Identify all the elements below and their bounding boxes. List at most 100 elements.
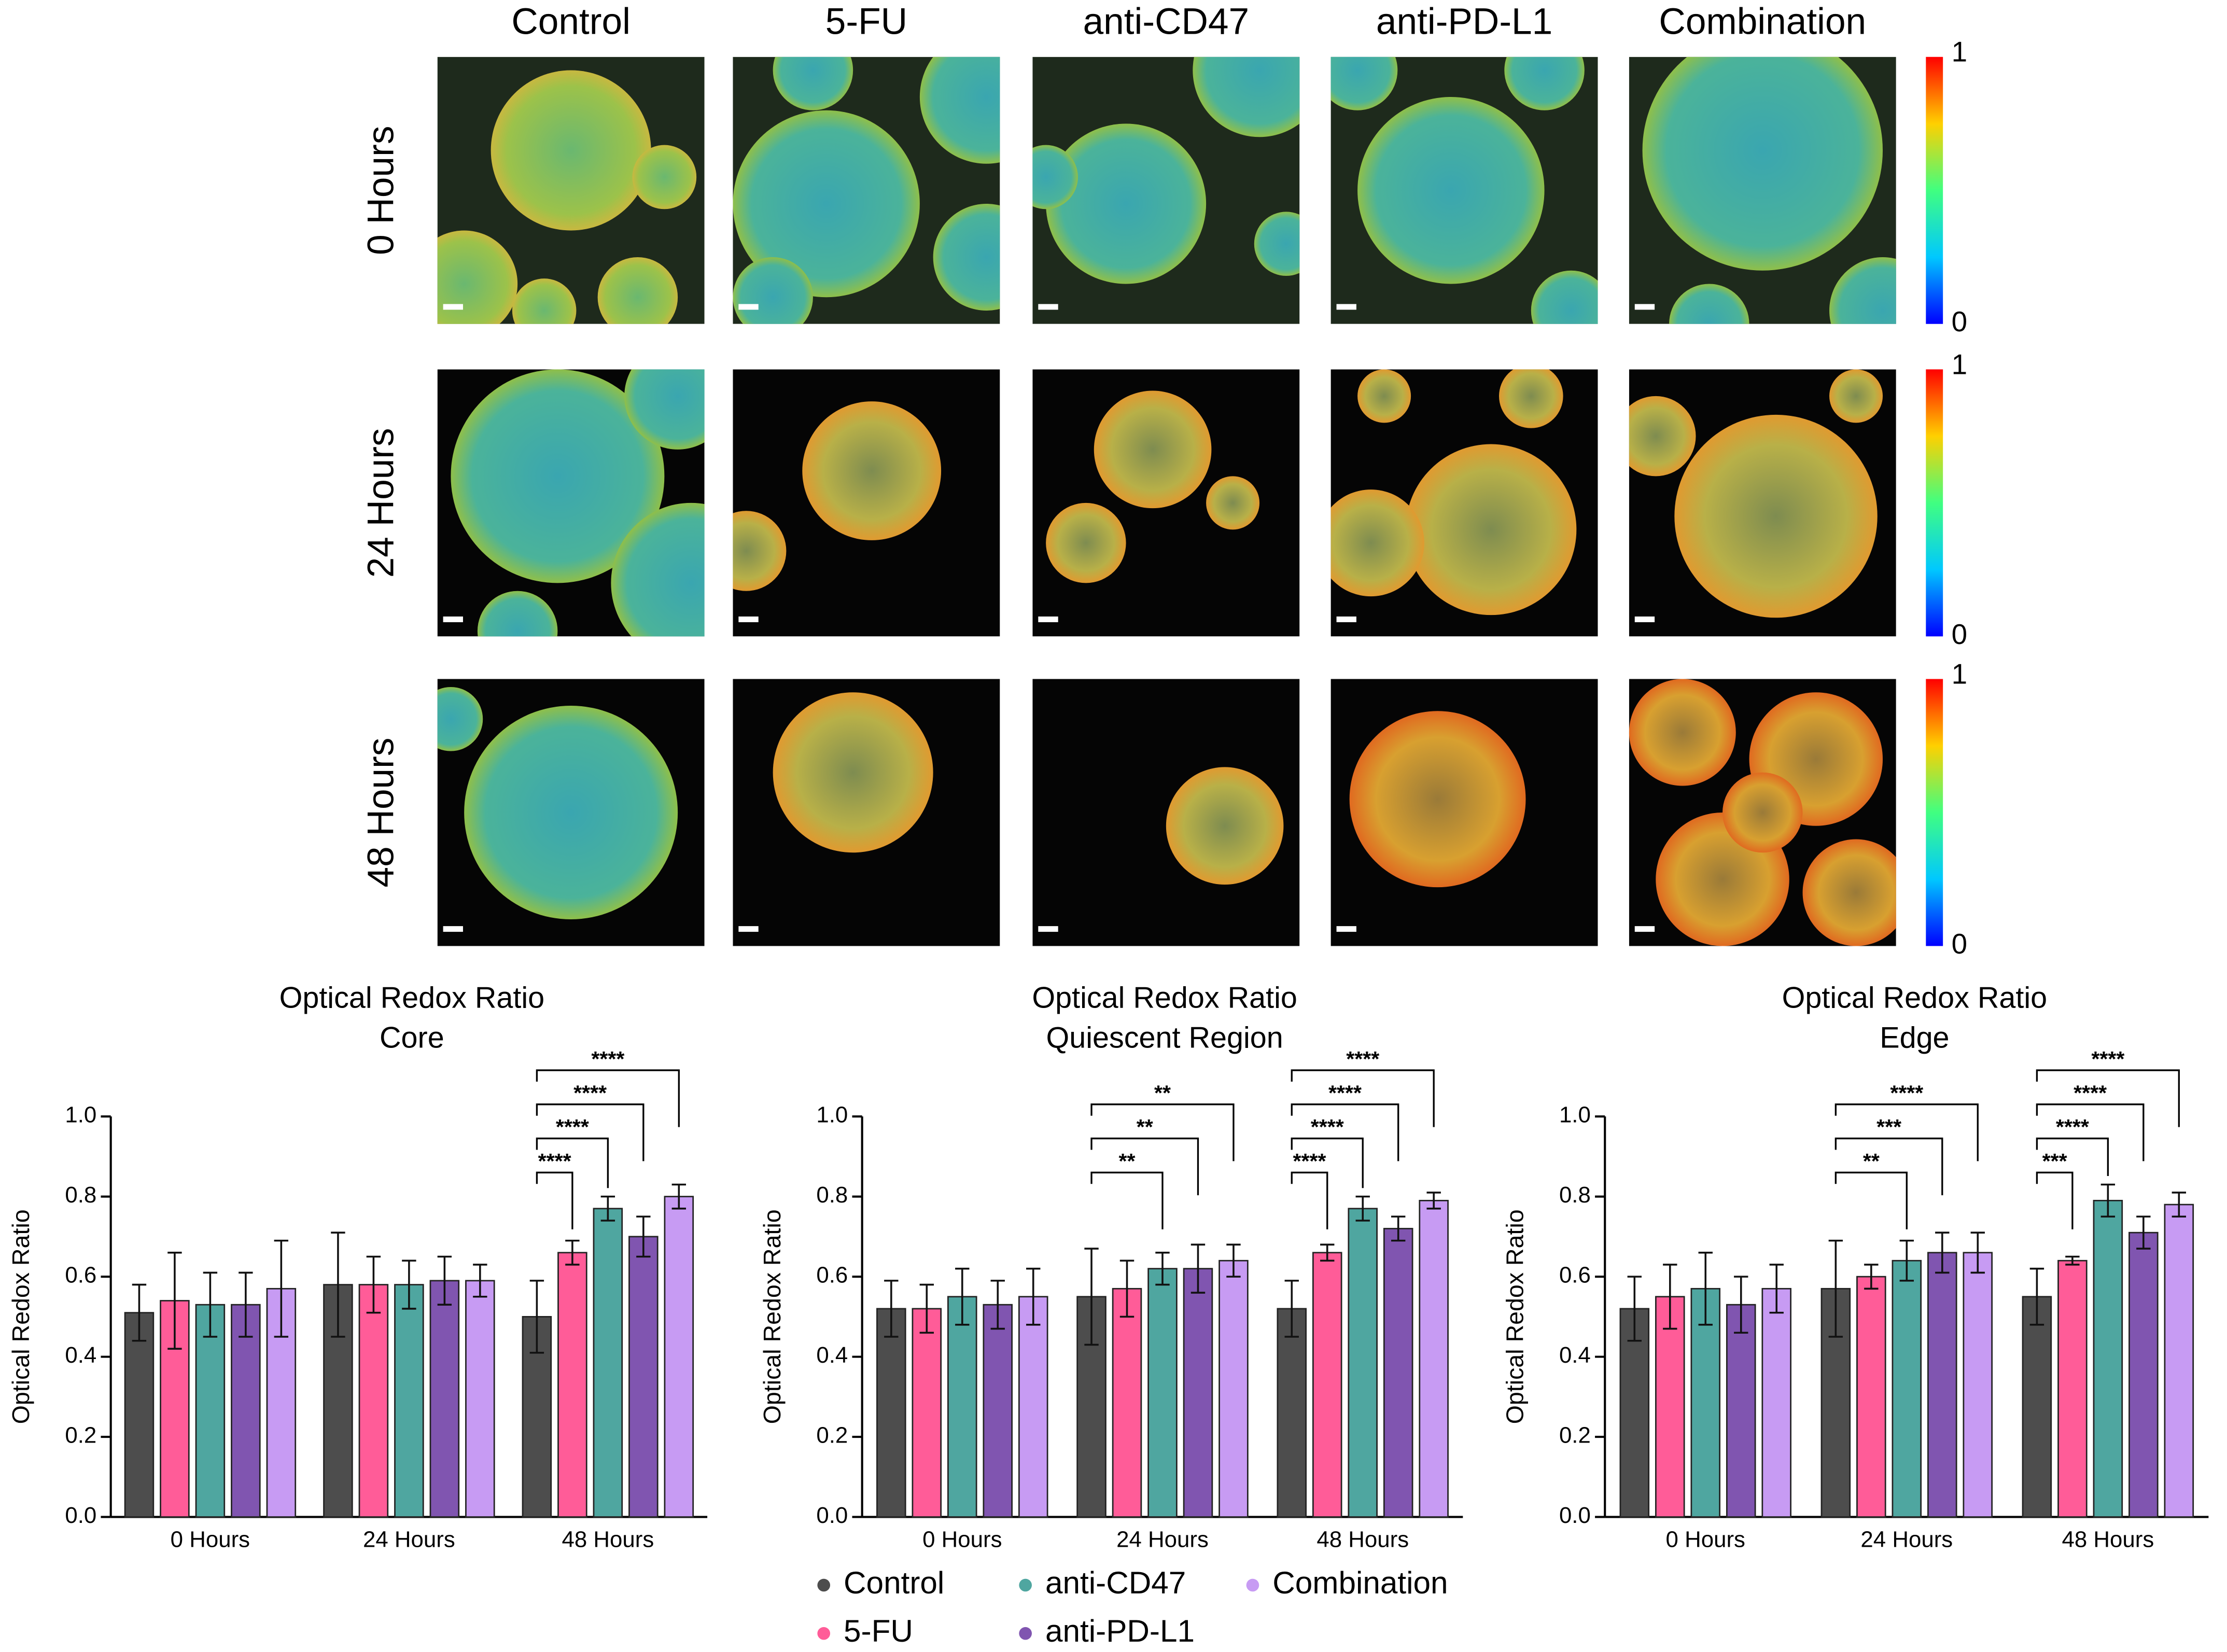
significance-bracket <box>2036 1103 2145 1161</box>
error-bar <box>2029 1267 2044 1326</box>
y-tick-label: 0.4 <box>1559 1342 1591 1368</box>
error-bar <box>1155 1252 1170 1286</box>
significance-label: *** <box>1876 1115 1901 1139</box>
spheroid <box>1357 96 1545 284</box>
bar <box>124 1312 155 1518</box>
column-label: anti-CD47 <box>1083 2 1250 43</box>
error-bar <box>1355 1195 1370 1222</box>
microscopy-image <box>1330 679 1598 946</box>
error-bar <box>473 1264 487 1298</box>
significance-label: **** <box>2074 1081 2107 1105</box>
significance-bracket <box>1834 1137 1943 1196</box>
column-label: anti-PD-L1 <box>1376 2 1552 43</box>
spheroid <box>1802 839 1896 946</box>
microscopy-image <box>733 679 1000 946</box>
microscopy-image <box>1032 369 1300 637</box>
colorbar-max-label: 1 <box>1952 348 1967 380</box>
chart-title: Optical Redox Ratio <box>1782 982 2048 1015</box>
scale-bar <box>1634 926 1655 932</box>
significance-bracket <box>2036 1137 2109 1177</box>
chart-title: Optical Redox Ratio <box>279 982 544 1015</box>
error-bar <box>565 1239 580 1266</box>
error-bar <box>1734 1276 1748 1334</box>
bar <box>1112 1287 1142 1518</box>
x-tick-label: 0 Hours <box>922 1527 1002 1552</box>
colorbar <box>1926 57 1943 324</box>
bar <box>1312 1252 1342 1518</box>
spheroid <box>1722 772 1803 853</box>
error-bar <box>529 1280 544 1354</box>
error-bar <box>2065 1255 2080 1266</box>
spheroid <box>611 502 705 637</box>
legend-marker <box>1019 1578 1032 1592</box>
microscopy-image <box>1330 57 1598 324</box>
bar <box>1963 1252 1993 1518</box>
legend-marker <box>817 1578 831 1592</box>
x-tick-label: 24 Hours <box>1860 1527 1953 1552</box>
x-tick-label: 48 Hours <box>562 1527 654 1552</box>
error-bar <box>402 1259 416 1310</box>
scale-bar <box>443 926 463 932</box>
spheroid <box>773 692 933 853</box>
spheroid <box>733 110 920 298</box>
error-bar <box>1391 1215 1406 1242</box>
bar <box>664 1196 694 1518</box>
spheroid <box>1629 679 1736 786</box>
legend-label: anti-CD47 <box>1045 1565 1186 1600</box>
spheroid <box>491 70 651 231</box>
spheroid <box>1499 369 1563 428</box>
error-bar <box>274 1239 289 1338</box>
bar <box>876 1308 906 1518</box>
significance-label: **** <box>591 1047 624 1071</box>
scale-bar <box>1634 304 1655 310</box>
x-tick-label: 0 Hours <box>1666 1527 1745 1552</box>
error-bar <box>1426 1192 1441 1210</box>
bar <box>358 1284 389 1518</box>
error-bar <box>1698 1252 1713 1326</box>
spheroid <box>1193 57 1300 137</box>
error-bar <box>1226 1243 1241 1278</box>
spheroid <box>1166 767 1284 885</box>
spheroid <box>1642 57 1883 271</box>
spheroid <box>451 369 665 583</box>
significance-label: **** <box>2056 1115 2089 1139</box>
significance-label: **** <box>1346 1047 1379 1071</box>
spheroid <box>597 257 678 324</box>
error-bar <box>1627 1276 1642 1342</box>
error-bar <box>671 1183 687 1210</box>
spheroid <box>733 257 813 324</box>
significance-label: ** <box>1119 1149 1136 1173</box>
error-bar <box>2136 1215 2151 1250</box>
bar <box>1348 1208 1378 1518</box>
scale-bar <box>1336 616 1356 622</box>
significance-bracket <box>1834 1103 1979 1161</box>
error-bar <box>1320 1243 1335 1262</box>
significance-bracket <box>536 1171 573 1229</box>
spheroid <box>1674 414 1878 618</box>
scale-bar <box>1038 304 1058 310</box>
scale-bar <box>443 616 463 622</box>
bar <box>2093 1200 2123 1518</box>
bar <box>1419 1200 1449 1518</box>
significance-bracket <box>536 1137 609 1188</box>
legend-label: 5-FU <box>844 1613 913 1648</box>
significance-bracket <box>2036 1171 2074 1229</box>
bar <box>1619 1308 1650 1518</box>
error-bar <box>955 1267 970 1326</box>
legend-label: Control <box>844 1565 944 1600</box>
y-tick-label: 0.6 <box>816 1263 848 1288</box>
spheroid <box>1669 284 1749 324</box>
bar <box>1147 1268 1178 1518</box>
spheroid <box>477 591 558 637</box>
colorbar-min-label: 0 <box>1952 618 1967 650</box>
error-bar <box>1970 1231 1985 1274</box>
spheroid <box>1629 396 1696 477</box>
bar <box>465 1280 495 1518</box>
microscopy-image <box>733 369 1000 637</box>
y-tick-label: 0.2 <box>65 1423 96 1448</box>
spheroid <box>1531 270 1598 324</box>
spheroid <box>1405 444 1577 615</box>
y-tick-label: 0.0 <box>816 1503 848 1528</box>
significance-label: **** <box>2091 1047 2124 1071</box>
